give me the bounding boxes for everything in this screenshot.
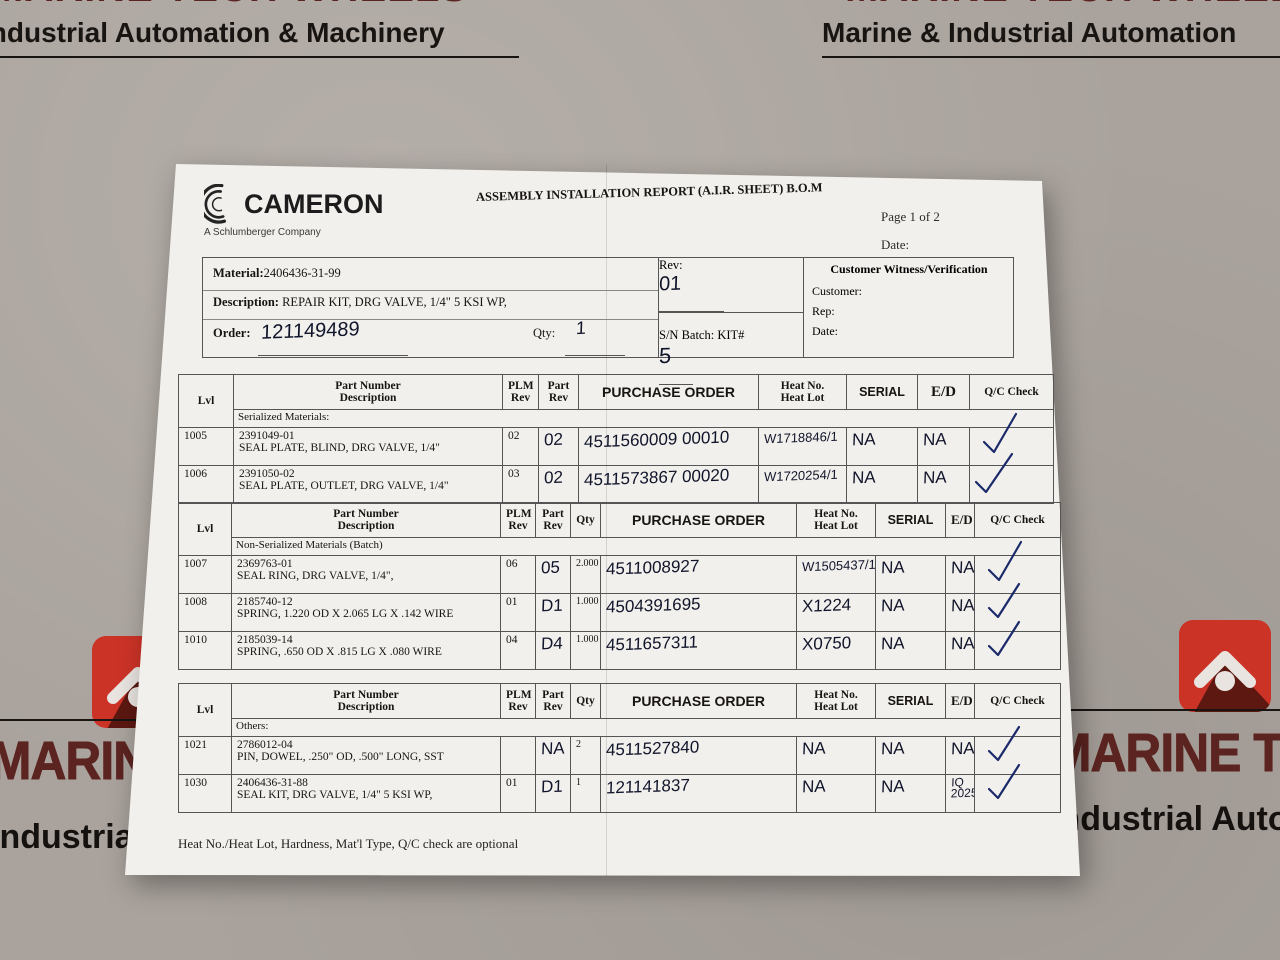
svg-text:CAMERON: CAMERON [244, 189, 384, 219]
